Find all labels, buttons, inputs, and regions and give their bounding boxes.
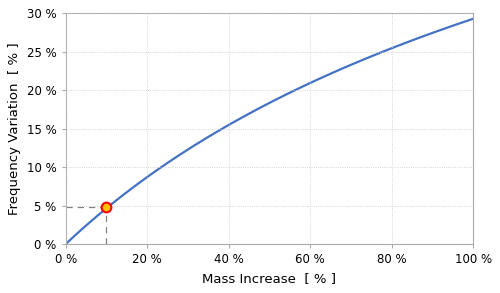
X-axis label: Mass Increase  [ % ]: Mass Increase [ % ]	[202, 272, 336, 285]
Y-axis label: Frequency Variation  [ % ]: Frequency Variation [ % ]	[8, 42, 22, 215]
